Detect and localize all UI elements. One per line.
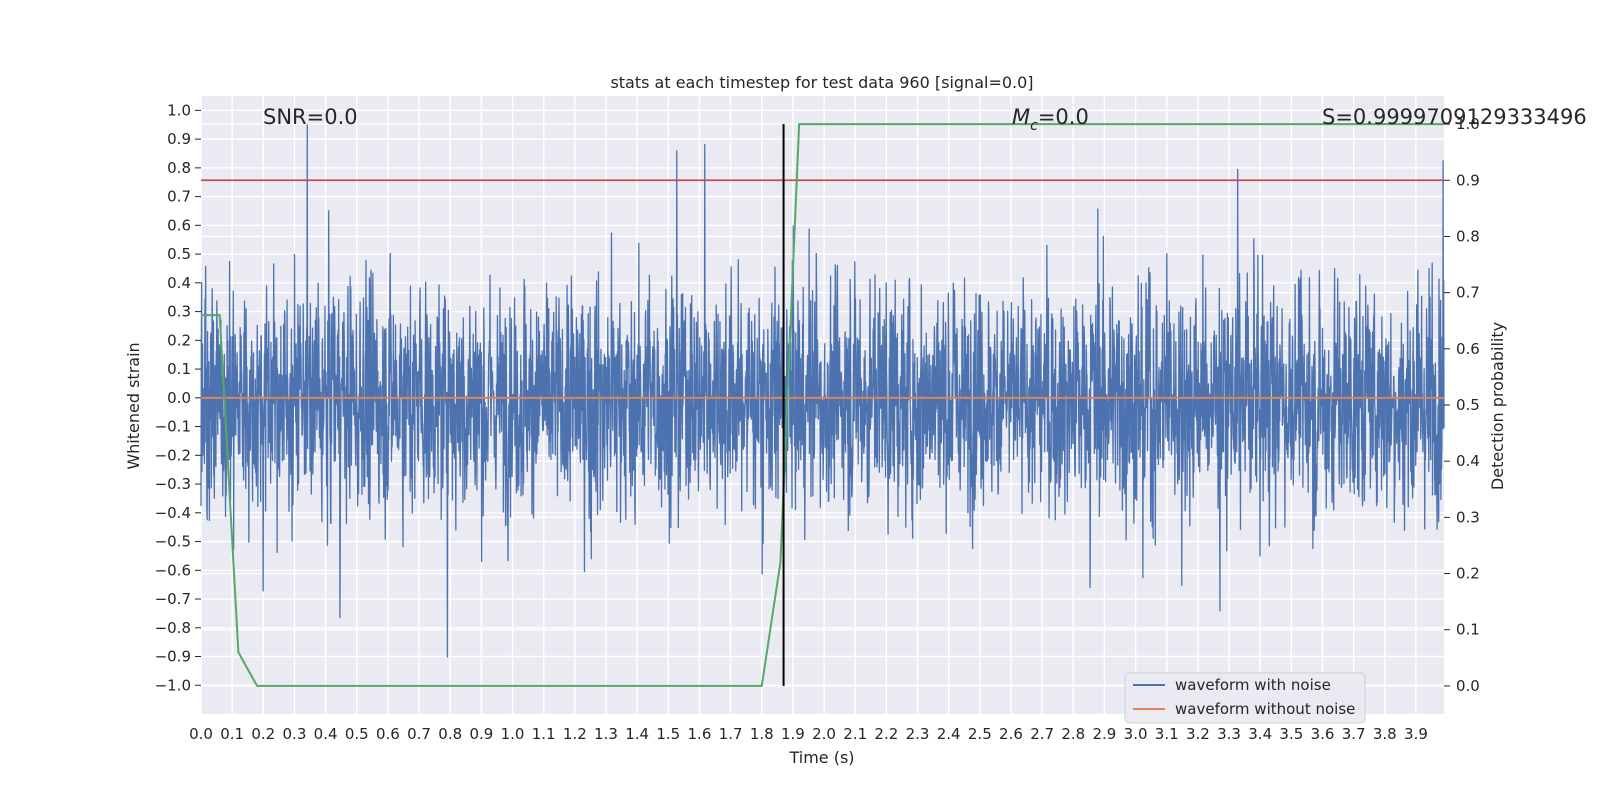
chart-title: stats at each timestep for test data 960… (610, 73, 1033, 92)
y-tick-label-left: 0.2 (167, 331, 191, 349)
x-tick-label: 3.3 (1217, 725, 1241, 743)
overlays (201, 123, 1444, 687)
y-tick-label-right: 0.1 (1456, 621, 1480, 639)
x-tick-label: 1.1 (532, 725, 556, 743)
x-tick-label: 0.9 (469, 725, 493, 743)
y-axis-label-right: Detection probability (1488, 322, 1507, 490)
x-tick-label: 3.9 (1404, 725, 1428, 743)
x-tick-label: 2.5 (968, 725, 992, 743)
x-tick-label: 1.6 (688, 725, 712, 743)
legend-label-clean: waveform without noise (1175, 700, 1355, 718)
x-tick-label: 0.3 (283, 725, 307, 743)
x-tick-label: 3.4 (1248, 725, 1272, 743)
x-tick-label: 0.4 (314, 725, 338, 743)
x-tick-label: 0.8 (438, 725, 462, 743)
y-tick-label-left: 0.7 (167, 188, 191, 206)
x-tick-label: 2.1 (843, 725, 867, 743)
x-tick-label: 1.9 (781, 725, 805, 743)
x-tick-label: 3.7 (1342, 725, 1366, 743)
x-tick-label: 3.8 (1373, 725, 1397, 743)
x-tick-label: 1.4 (625, 725, 649, 743)
x-tick-label: 2.4 (937, 725, 961, 743)
x-tick-label: 1.8 (750, 725, 774, 743)
y-tick-label-left: −0.7 (155, 590, 191, 608)
y-tick-label-left: 0.4 (167, 274, 191, 292)
x-tick-label: 0.7 (407, 725, 431, 743)
y-tick-label-left: 0.1 (167, 360, 191, 378)
y-tick-label-right: 0.5 (1456, 396, 1480, 414)
x-axis-label: Time (s) (788, 748, 854, 767)
y-tick-label-left: 1.0 (167, 101, 191, 119)
y-tick-label-right: 0.2 (1456, 565, 1480, 583)
x-tick-label: 3.5 (1279, 725, 1303, 743)
x-tick-label: 0.2 (251, 725, 275, 743)
snr-annotation: SNR=0.0 (263, 105, 358, 129)
x-tick-label: 3.1 (1155, 725, 1179, 743)
x-tick-label: 1.5 (656, 725, 680, 743)
legend-label-noise: waveform with noise (1175, 676, 1331, 694)
y-tick-label-left: −0.4 (155, 504, 191, 522)
y-tick-label-left: 0.9 (167, 130, 191, 148)
mc-symbol: M (1012, 105, 1030, 129)
y-tick-label-left: −0.8 (155, 619, 191, 637)
mc-value: =0.0 (1038, 105, 1089, 129)
mc-annotation: Mc=0.0 (1012, 105, 1089, 134)
x-tick-label: 1.3 (594, 725, 618, 743)
legend: waveform with noise waveform without noi… (1124, 672, 1366, 724)
x-tick-label: 0.1 (220, 725, 244, 743)
y-tick-label-left: −0.1 (155, 418, 191, 436)
y-tick-label-left: −0.5 (155, 533, 191, 551)
x-tick-label: 2.0 (812, 725, 836, 743)
y-tick-label-left: 0.5 (167, 245, 191, 263)
y-tick-label-left: 0.6 (167, 216, 191, 234)
y-tick-label-left: −0.3 (155, 475, 191, 493)
x-tick-label: 3.2 (1186, 725, 1210, 743)
y-tick-label-left: −1.0 (155, 676, 191, 694)
y-tick-label-right: 0.9 (1456, 171, 1480, 189)
legend-box (1124, 672, 1366, 724)
x-tick-label: 2.3 (906, 725, 930, 743)
x-tick-label: 0.5 (345, 725, 369, 743)
y-tick-label-right: 0.7 (1456, 284, 1480, 302)
waveform-with-noise-line (200, 124, 1445, 658)
x-tick-label: 1.0 (501, 725, 525, 743)
y-tick-label-left: −0.2 (155, 446, 191, 464)
detection-probability-line (201, 123, 1444, 687)
x-tick-label: 2.8 (1061, 725, 1085, 743)
y-axis-label-left: Whitened strain (124, 342, 143, 469)
y-tick-label-right: 0.0 (1456, 677, 1480, 695)
y-tick-label-right: 0.6 (1456, 340, 1480, 358)
y-tick-label-right: 0.8 (1456, 227, 1480, 245)
x-tick-label: 1.2 (563, 725, 587, 743)
x-tick-label: 2.7 (1030, 725, 1054, 743)
series-waveform-with-noise (200, 124, 1445, 658)
y-tick-label-left: 0.8 (167, 159, 191, 177)
x-tick-label: 2.9 (1093, 725, 1117, 743)
y-tick-label-left: 0.0 (167, 389, 191, 407)
x-tick-label: 1.7 (719, 725, 743, 743)
y-tick-label-left: −0.9 (155, 648, 191, 666)
y-tick-label-left: 0.3 (167, 303, 191, 321)
x-tick-label: 0.6 (376, 725, 400, 743)
x-tick-label: 3.6 (1311, 725, 1335, 743)
y-tick-label-right: 0.4 (1456, 452, 1480, 470)
axes: 0.0 0.1 0.2 0.3 0.4 0.5 0.6 0.7 0.8 0.9 1.0 1.1 1.2 1… (155, 101, 1480, 743)
x-tick-label: 2.6 (999, 725, 1023, 743)
y-tick-label-left: −0.6 (155, 561, 191, 579)
y-tick-label-right: 1.0 (1456, 115, 1480, 133)
mc-subscript: c (1030, 118, 1038, 134)
x-tick-label: 0.0 (189, 725, 213, 743)
y-tick-label-right: 0.3 (1456, 508, 1480, 526)
x-tick-label: 2.2 (874, 725, 898, 743)
x-tick-label: 3.0 (1124, 725, 1148, 743)
s-annotation: S=0.9999709129333496 (1322, 105, 1587, 129)
